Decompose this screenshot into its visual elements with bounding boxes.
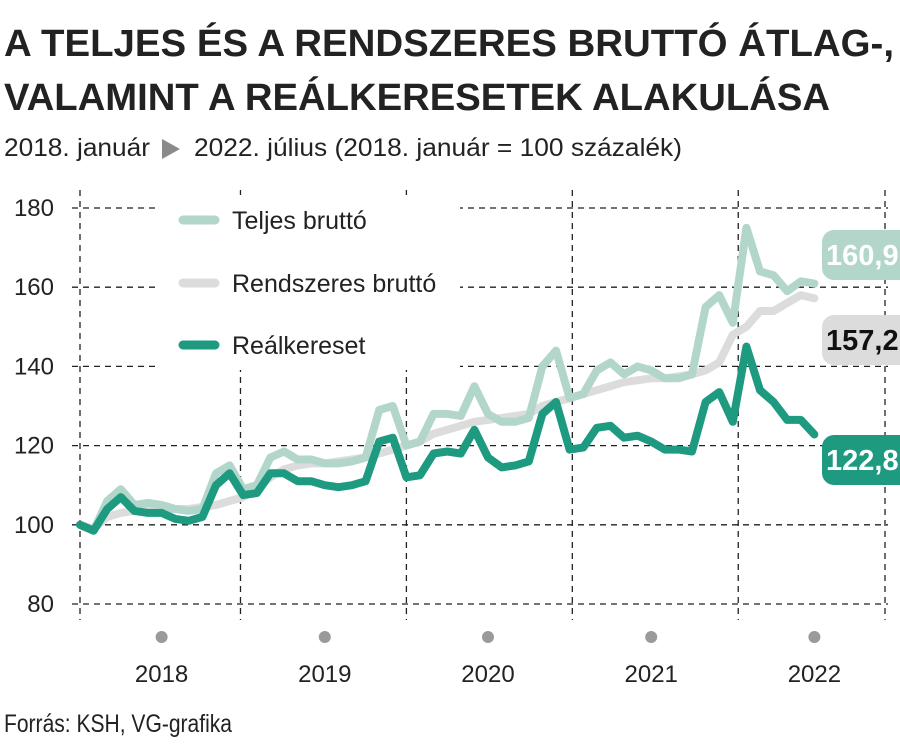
x-tick-label: 2021 bbox=[625, 661, 678, 688]
end-value-badge bbox=[822, 315, 900, 365]
year-marker-dot bbox=[155, 631, 168, 643]
year-marker-dot bbox=[645, 631, 658, 643]
triangle-right-icon bbox=[162, 139, 180, 159]
y-tick-label: 140 bbox=[14, 353, 54, 380]
subtitle-start: 2018. január bbox=[4, 134, 150, 162]
legend-label: Teljes bruttó bbox=[232, 207, 367, 235]
x-tick-label: 2018 bbox=[135, 661, 188, 688]
y-axis: 80 100 120 140 160 180 bbox=[14, 195, 54, 618]
year-marker-dot bbox=[318, 631, 331, 643]
x-axis: 2018 2019 2020 2021 2022 bbox=[135, 631, 841, 688]
subtitle-end: 2022. július (2018. január = 100 százalé… bbox=[194, 134, 682, 162]
legend: Teljes bruttó Rendszeres bruttó Reálkerese… bbox=[178, 207, 436, 360]
end-labels: 160,9 157,2 122,8 bbox=[822, 230, 900, 485]
year-marker-dot bbox=[808, 631, 821, 643]
chart-title-line-2: VALAMINT A REÁLKERESETEK ALAKULÁSA bbox=[4, 75, 830, 119]
x-tick-label: 2019 bbox=[298, 661, 351, 688]
x-tick-label: 2020 bbox=[461, 661, 514, 688]
series-line-3 bbox=[76, 342, 819, 535]
legend-label: Reálkereset bbox=[232, 332, 365, 360]
source-note: Forrás: KSH, VG-grafika bbox=[4, 710, 232, 738]
x-tick-label: 2022 bbox=[788, 661, 841, 688]
y-tick-label: 120 bbox=[14, 433, 54, 460]
end-value-badge bbox=[822, 435, 900, 485]
legend-label: Rendszeres bruttó bbox=[232, 270, 436, 298]
chart-title-line-1: A TELJES ÉS A RENDSZERES BRUTTÓ ÁTLAG-, bbox=[4, 21, 894, 65]
end-value-label: 122,8 bbox=[826, 445, 899, 477]
end-value-badge bbox=[822, 230, 900, 280]
y-tick-label: 80 bbox=[27, 591, 54, 618]
series-lines bbox=[76, 223, 819, 535]
y-tick-label: 160 bbox=[14, 274, 54, 301]
end-value-label: 157,2 bbox=[826, 325, 899, 357]
end-value-label: 160,9 bbox=[826, 240, 899, 272]
year-marker-dot bbox=[482, 631, 494, 643]
y-tick-label: 100 bbox=[14, 512, 54, 539]
y-tick-label: 180 bbox=[14, 195, 54, 222]
